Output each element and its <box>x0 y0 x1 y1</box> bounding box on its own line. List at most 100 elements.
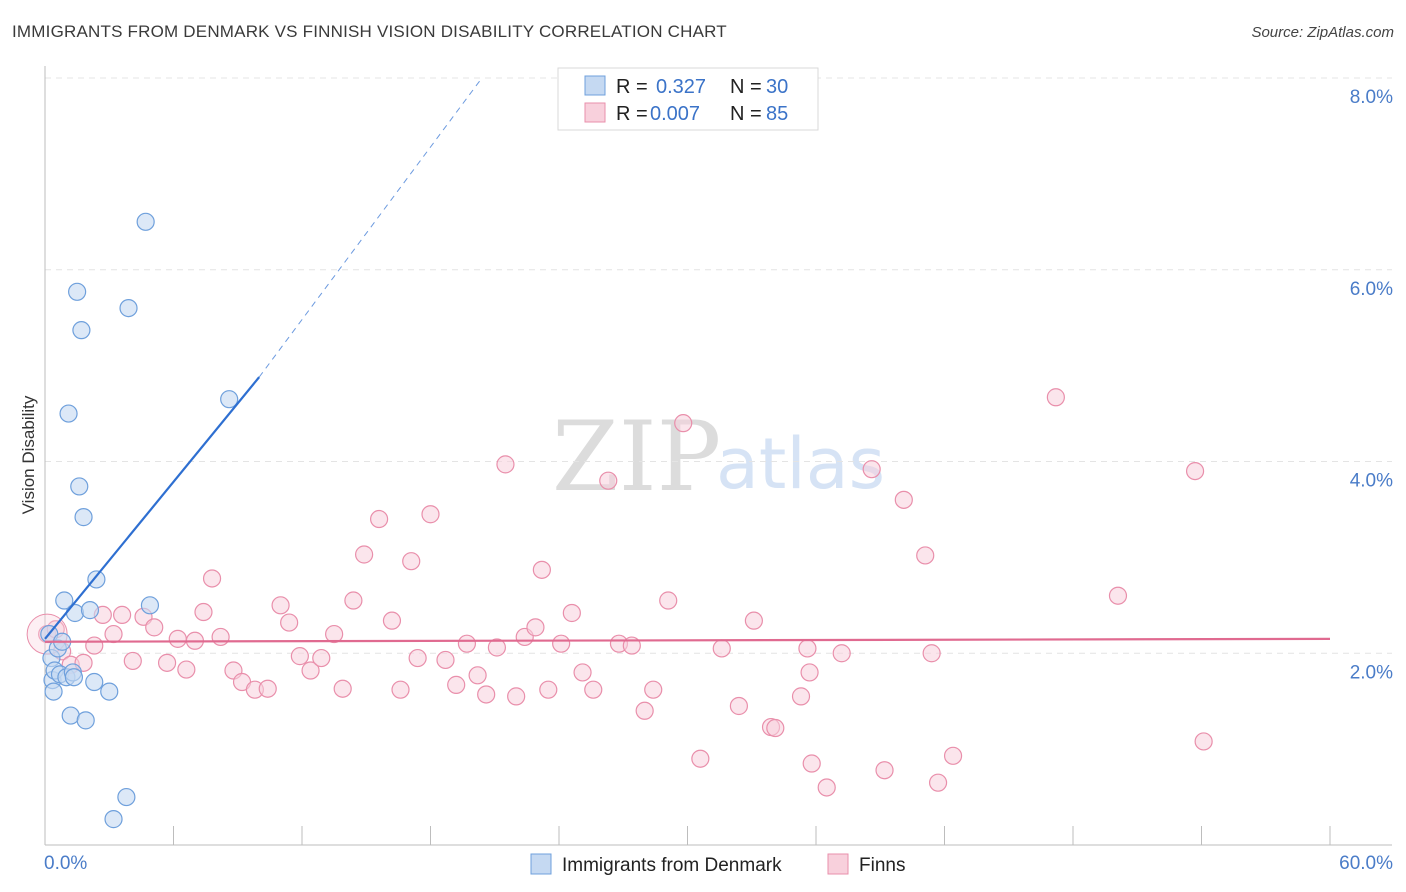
bottom-legend-swatch-finns <box>827 853 849 875</box>
denmark-point-16 <box>70 477 89 496</box>
trendline-denmark <box>44 376 261 640</box>
finns-point-61 <box>691 749 710 768</box>
finns-point-73 <box>862 460 881 479</box>
bottom-legend-swatch-denmark <box>530 853 552 875</box>
source-label: Source: ZipAtlas.com <box>1251 24 1394 41</box>
finns-point-25 <box>290 647 309 666</box>
finns-point-59 <box>659 591 678 610</box>
finns-point-60 <box>674 414 693 433</box>
gridlines <box>45 77 1392 654</box>
finns-point-45 <box>507 687 526 706</box>
y-tick-label-2: 6.0% <box>1350 279 1393 300</box>
denmark-point-27 <box>136 212 155 231</box>
legend-swatch-denmark <box>584 75 606 96</box>
finns-point-79 <box>943 746 963 765</box>
watermark-zip: ZIP <box>552 401 721 513</box>
x-tick-labels: 0.0% 60.0% <box>44 853 1393 874</box>
x-tick-label-0: 0.0% <box>44 853 87 874</box>
finns-point-9 <box>123 651 142 671</box>
legend-r-value-1: 0.327 <box>656 76 706 98</box>
finns-point-38 <box>436 650 455 670</box>
legend-r-value-2: 0.007 <box>650 103 700 125</box>
denmark-point-15 <box>68 282 87 301</box>
finns-point-70 <box>802 754 821 773</box>
finns-point-14 <box>177 660 196 679</box>
x-tick-label-1: 60.0% <box>1339 853 1393 874</box>
finns-point-68 <box>798 639 817 658</box>
denmark-point-20 <box>80 601 100 620</box>
finns-point-36 <box>408 648 427 668</box>
finns-point-7 <box>104 624 123 644</box>
finns-point-13 <box>168 629 187 648</box>
denmark-point-17 <box>72 321 91 340</box>
finns-point-53 <box>584 680 603 699</box>
finns-point-5 <box>85 636 104 655</box>
legend-n-value-2: 85 <box>766 103 788 125</box>
finns-point-82 <box>1185 461 1205 481</box>
finns-point-81 <box>1108 586 1128 605</box>
denmark-point-18 <box>74 508 93 527</box>
finns-point-31 <box>355 545 374 564</box>
finns-point-44 <box>496 455 515 474</box>
legend-r-label-1: R = <box>616 76 648 98</box>
denmark-point-24 <box>104 810 123 829</box>
denmark-point-11 <box>61 706 80 725</box>
finns-point-12 <box>157 653 177 672</box>
finns-point-69 <box>800 663 819 682</box>
finns-point-42 <box>477 685 496 704</box>
finns-point-66 <box>766 718 785 738</box>
denmark-point-14 <box>65 603 85 623</box>
denmark-point-3 <box>44 682 63 701</box>
finns-point-83 <box>1194 732 1213 751</box>
finns-point-80 <box>1046 388 1065 407</box>
finns-point-26 <box>301 661 320 680</box>
finns-point-58 <box>644 680 663 699</box>
finns-point-27 <box>312 648 331 668</box>
denmark-point-25 <box>117 787 136 807</box>
trendline-denmark-extension <box>258 77 483 378</box>
denmark-point-29 <box>220 390 239 409</box>
trendline-finns <box>44 637 1331 643</box>
finns-point-33 <box>382 611 402 630</box>
finns-point-34 <box>391 680 410 699</box>
finns-point-47 <box>526 618 545 637</box>
denmark-point-28 <box>140 596 160 615</box>
legend-box: R = 0.327 N = 30 R = 0.007 N = 85 <box>557 67 819 131</box>
bottom-legend-denmark: Immigrants from Denmark <box>562 855 782 876</box>
series-finns <box>26 388 1213 797</box>
finns-point-77 <box>922 644 941 663</box>
finns-point-24 <box>280 613 299 632</box>
finns-point-41 <box>468 666 487 685</box>
finns-point-78 <box>928 773 948 792</box>
finns-point-11 <box>145 618 164 637</box>
denmark-point-21 <box>85 672 104 692</box>
finns-point-63 <box>729 696 749 716</box>
trendlines <box>44 77 1331 643</box>
finns-point-49 <box>539 680 558 699</box>
y-tick-label-1: 4.0% <box>1350 471 1393 492</box>
legend-n-value-1: 30 <box>766 76 788 98</box>
finns-point-51 <box>562 603 581 623</box>
bottom-legend-finns: Finns <box>859 855 905 876</box>
finns-point-23 <box>271 596 290 615</box>
finns-point-18 <box>211 627 230 647</box>
finns-point-62 <box>712 639 731 658</box>
watermark-atlas: atlas <box>716 423 885 505</box>
bottom-legend: Immigrants from Denmark Finns <box>530 853 905 876</box>
denmark-point-10 <box>59 404 78 423</box>
finns-point-30 <box>344 591 363 610</box>
finns-point-8 <box>112 605 132 625</box>
y-axis-label: Vision Disability <box>19 395 38 514</box>
finns-point-16 <box>194 602 213 622</box>
finns-point-64 <box>744 611 763 630</box>
finns-point-50 <box>552 634 571 653</box>
finns-point-32 <box>370 509 389 529</box>
legend-n-label-2: N = <box>730 103 762 125</box>
denmark-point-26 <box>119 299 138 318</box>
finns-point-71 <box>817 778 836 797</box>
finns-point-74 <box>875 761 894 780</box>
finns-point-52 <box>573 663 592 682</box>
denmark-point-19 <box>76 711 95 730</box>
finns-point-29 <box>333 679 352 698</box>
